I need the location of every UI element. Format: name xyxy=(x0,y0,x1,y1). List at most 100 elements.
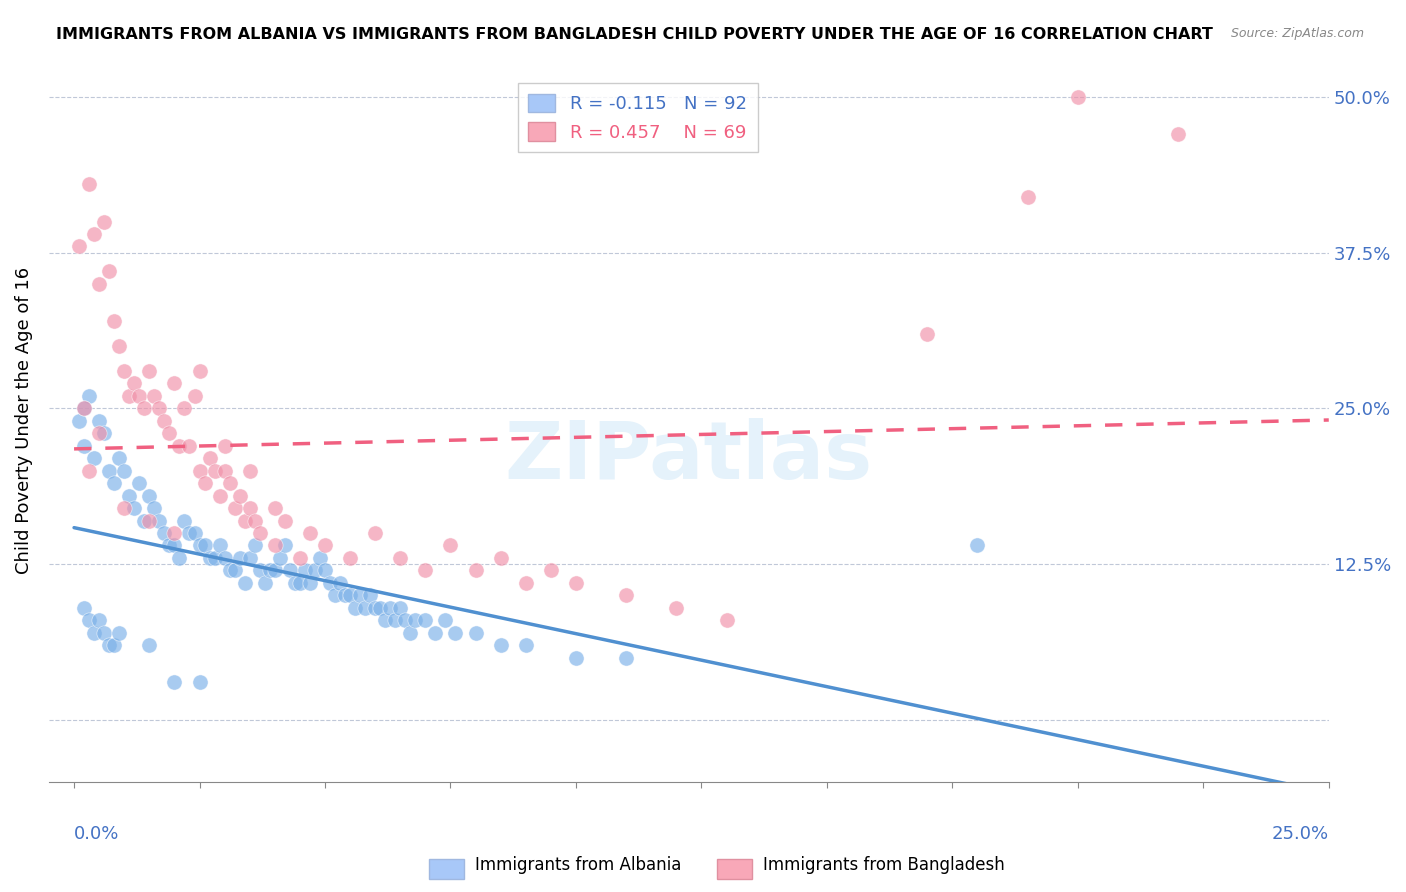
Point xyxy=(118,489,141,503)
Point xyxy=(148,401,170,416)
Point xyxy=(138,489,160,503)
Point xyxy=(173,401,195,416)
Point xyxy=(394,613,416,627)
Point xyxy=(716,613,738,627)
Point xyxy=(83,451,105,466)
Point xyxy=(198,451,221,466)
Point xyxy=(163,538,186,552)
Point xyxy=(188,464,211,478)
Point xyxy=(214,464,236,478)
Point xyxy=(434,613,457,627)
Point xyxy=(288,550,311,565)
Point xyxy=(218,563,240,577)
Point xyxy=(319,575,342,590)
Point xyxy=(384,613,406,627)
Point xyxy=(233,514,256,528)
Point xyxy=(103,314,125,328)
Point xyxy=(118,389,141,403)
Point xyxy=(224,563,246,577)
Point xyxy=(163,525,186,540)
Point xyxy=(284,575,307,590)
Point xyxy=(389,550,412,565)
Point xyxy=(359,588,381,602)
Point xyxy=(73,401,96,416)
Point xyxy=(339,550,361,565)
Text: IMMIGRANTS FROM ALBANIA VS IMMIGRANTS FROM BANGLADESH CHILD POVERTY UNDER THE AG: IMMIGRANTS FROM ALBANIA VS IMMIGRANTS FR… xyxy=(56,27,1213,42)
Point xyxy=(169,550,191,565)
Point xyxy=(228,489,250,503)
Point xyxy=(128,476,150,491)
Point xyxy=(193,476,215,491)
Point xyxy=(214,550,236,565)
Point xyxy=(67,414,90,428)
Point xyxy=(404,613,426,627)
Point xyxy=(159,538,181,552)
Point xyxy=(339,588,361,602)
Point xyxy=(124,501,146,516)
Point xyxy=(269,550,291,565)
Point xyxy=(143,389,166,403)
Point xyxy=(188,538,211,552)
Point xyxy=(614,650,637,665)
Point xyxy=(159,426,181,441)
Point xyxy=(179,439,201,453)
Point xyxy=(214,439,236,453)
Point xyxy=(134,401,156,416)
Point xyxy=(77,464,100,478)
Point xyxy=(304,563,326,577)
Point xyxy=(208,489,231,503)
Point xyxy=(253,575,276,590)
Point xyxy=(204,550,226,565)
Point xyxy=(263,538,285,552)
Point xyxy=(374,613,396,627)
Point xyxy=(1017,189,1039,203)
Point xyxy=(364,525,387,540)
Point xyxy=(349,588,371,602)
Point xyxy=(128,389,150,403)
Point xyxy=(249,525,271,540)
Point xyxy=(243,538,266,552)
Point xyxy=(124,376,146,391)
Point xyxy=(665,600,688,615)
Point xyxy=(93,426,115,441)
Point xyxy=(565,650,588,665)
Point xyxy=(77,389,100,403)
Point xyxy=(278,563,301,577)
Text: 25.0%: 25.0% xyxy=(1271,825,1329,844)
Point xyxy=(138,514,160,528)
Point xyxy=(399,625,422,640)
Legend: R = -0.115   N = 92, R = 0.457    N = 69: R = -0.115 N = 92, R = 0.457 N = 69 xyxy=(517,83,758,153)
Point xyxy=(415,613,437,627)
Point xyxy=(108,625,131,640)
Point xyxy=(163,675,186,690)
Point xyxy=(173,514,195,528)
Point xyxy=(108,339,131,353)
Point xyxy=(274,538,297,552)
Text: Immigrants from Bangladesh: Immigrants from Bangladesh xyxy=(763,855,1005,873)
Point xyxy=(98,264,121,278)
Point xyxy=(198,550,221,565)
Point xyxy=(148,514,170,528)
Point xyxy=(489,550,512,565)
Point xyxy=(380,600,402,615)
Point xyxy=(108,451,131,466)
Point xyxy=(565,575,588,590)
Point xyxy=(98,638,121,652)
Point xyxy=(515,575,537,590)
Point xyxy=(153,414,176,428)
Point xyxy=(73,401,96,416)
Point xyxy=(294,563,316,577)
Point xyxy=(83,625,105,640)
Point xyxy=(224,501,246,516)
Point xyxy=(93,214,115,228)
Point xyxy=(89,277,111,291)
Point xyxy=(93,625,115,640)
Point xyxy=(89,426,111,441)
Point xyxy=(614,588,637,602)
Point xyxy=(98,464,121,478)
Point xyxy=(179,525,201,540)
Point xyxy=(218,476,240,491)
Point xyxy=(112,501,135,516)
Point xyxy=(323,588,346,602)
Point xyxy=(314,563,336,577)
